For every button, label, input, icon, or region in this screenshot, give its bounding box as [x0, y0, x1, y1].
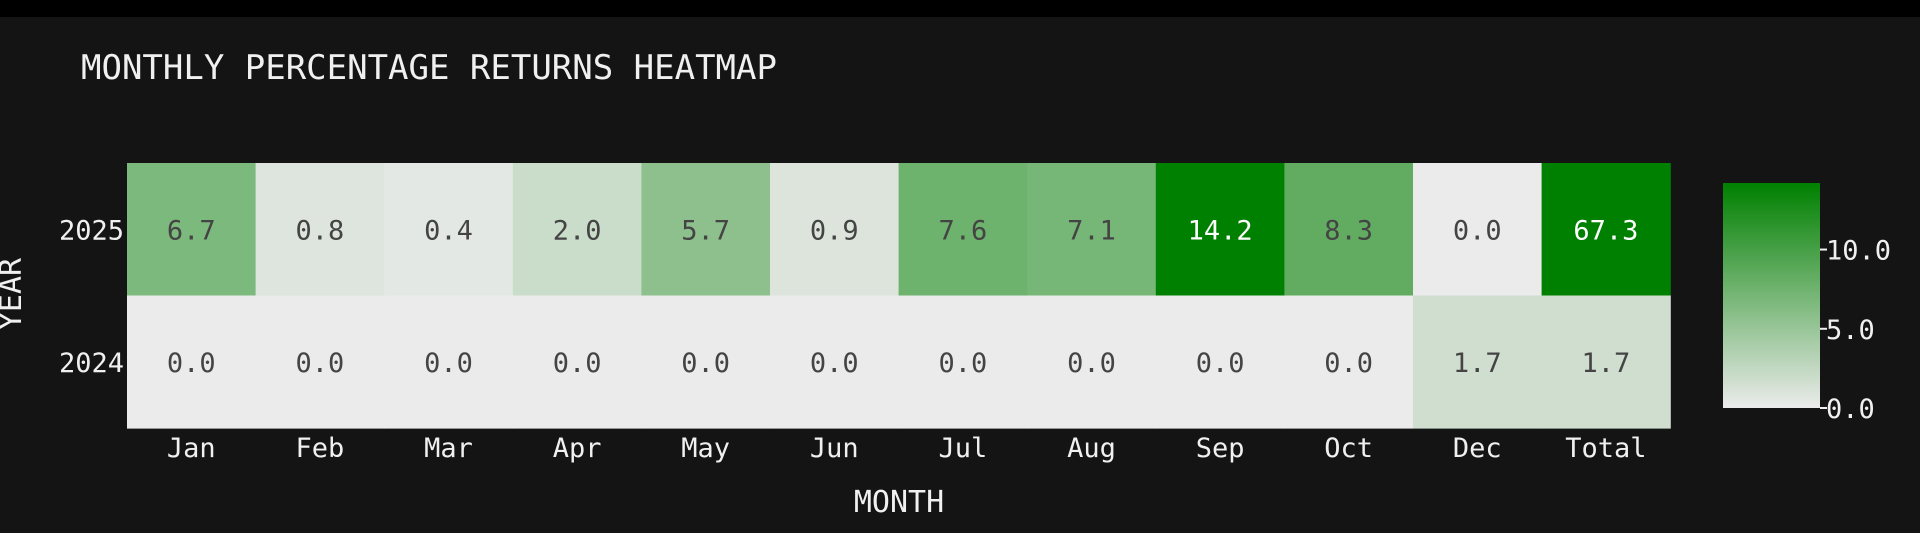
year-labels: 2025 2024	[59, 215, 124, 379]
year-tick-label: 2024	[59, 348, 124, 379]
heatmap-cell	[384, 295, 514, 429]
month-tick-label: May	[681, 433, 730, 464]
heatmap-chart: MONTHLY PERCENTAGE RETURNS HEATMAP 6.7 0.…	[0, 17, 1920, 529]
heatmap-cells: 6.7 0.8 0.4 2.0 5.7 0.9 7.6 7.1 14.2 8.3 0.0 67.3 0.…	[127, 163, 1671, 429]
cell-value-label: 0.8	[296, 215, 345, 246]
month-tick-label: Apr	[553, 433, 602, 464]
colorbar-ticks: 0.0 5.0 10.0	[1820, 236, 1891, 425]
heatmap-cell	[512, 163, 642, 297]
month-tick-label: Dec	[1453, 433, 1502, 464]
cell-value-label: 1.7	[1582, 348, 1631, 379]
heatmap-cell	[127, 295, 257, 429]
cell-value-label: 0.0	[681, 348, 730, 379]
heatmap-cell	[255, 163, 385, 297]
month-tick-label: Jan	[167, 433, 216, 464]
heatmap-cell	[1541, 295, 1671, 429]
year-tick-label: 2025	[59, 215, 124, 246]
cell-value-label: 0.0	[1324, 348, 1373, 379]
cell-value-label: 7.6	[939, 215, 988, 246]
x-axis-title: MONTH	[854, 485, 944, 520]
month-tick-label: Sep	[1196, 433, 1245, 464]
month-labels: Jan Feb Mar Apr May Jun Jul Aug Sep Oct Dec Total	[167, 433, 1647, 464]
month-tick-label: Feb	[296, 433, 345, 464]
cell-value-label: 0.0	[1067, 348, 1116, 379]
heatmap-cell	[1155, 295, 1285, 429]
cell-value-label: 0.0	[296, 348, 345, 379]
cell-value-label: 0.0	[424, 348, 473, 379]
cell-value-label: 0.0	[167, 348, 216, 379]
heatmap-cell	[1027, 163, 1157, 297]
heatmap-cell	[898, 295, 1028, 429]
heatmap-cell	[1284, 295, 1414, 429]
month-tick-label: Oct	[1324, 433, 1373, 464]
heatmap-cell	[641, 295, 771, 429]
cell-value-label: 2.0	[553, 215, 602, 246]
cell-value-label: 67.3	[1573, 215, 1638, 246]
cell-value-label: 0.0	[939, 348, 988, 379]
cell-value-label: 8.3	[1324, 215, 1373, 246]
heatmap-cell	[641, 163, 771, 297]
month-tick-label: Aug	[1067, 433, 1116, 464]
cell-value-label: 14.2	[1188, 215, 1253, 246]
cell-value-label: 0.0	[1453, 215, 1502, 246]
heatmap-cell	[255, 295, 385, 429]
heatmap-cell	[1027, 295, 1157, 429]
cell-value-label: 0.0	[810, 348, 859, 379]
heatmap-cell	[512, 295, 642, 429]
colorbar-tick-label: 5.0	[1826, 315, 1875, 346]
heatmap-cell	[770, 295, 900, 429]
heatmap-cell	[1541, 163, 1671, 297]
heatmap-cell	[127, 163, 257, 297]
cell-value-label: 1.7	[1453, 348, 1502, 379]
month-tick-label: Mar	[424, 433, 473, 464]
colorbar-tick-label: 10.0	[1826, 236, 1891, 267]
chart-title: MONTHLY PERCENTAGE RETURNS HEATMAP	[81, 48, 777, 88]
cell-value-label: 0.0	[553, 348, 602, 379]
cell-value-label: 0.0	[1196, 348, 1245, 379]
heatmap-cell	[1284, 163, 1414, 297]
cell-value-label: 0.9	[810, 215, 859, 246]
colorbar	[1723, 183, 1820, 408]
colorbar-tick-label: 0.0	[1826, 394, 1875, 425]
heatmap-cell	[1155, 163, 1285, 297]
heatmap-svg: MONTHLY PERCENTAGE RETURNS HEATMAP 6.7 0.…	[0, 48, 1891, 520]
cell-value-label: 6.7	[167, 215, 216, 246]
cell-value-label: 7.1	[1067, 215, 1116, 246]
cell-value-label: 5.7	[681, 215, 730, 246]
top-bar	[0, 0, 1920, 17]
heatmap-cell	[384, 163, 514, 297]
month-tick-label: Total	[1565, 433, 1646, 464]
heatmap-cell	[898, 163, 1028, 297]
y-axis-title: YEAR	[0, 257, 29, 330]
month-tick-label: Jul	[939, 433, 988, 464]
month-tick-label: Jun	[810, 433, 859, 464]
cell-value-label: 0.4	[424, 215, 473, 246]
heatmap-cell	[1413, 163, 1543, 297]
heatmap-cell	[770, 163, 900, 297]
heatmap-cell	[1413, 295, 1543, 429]
